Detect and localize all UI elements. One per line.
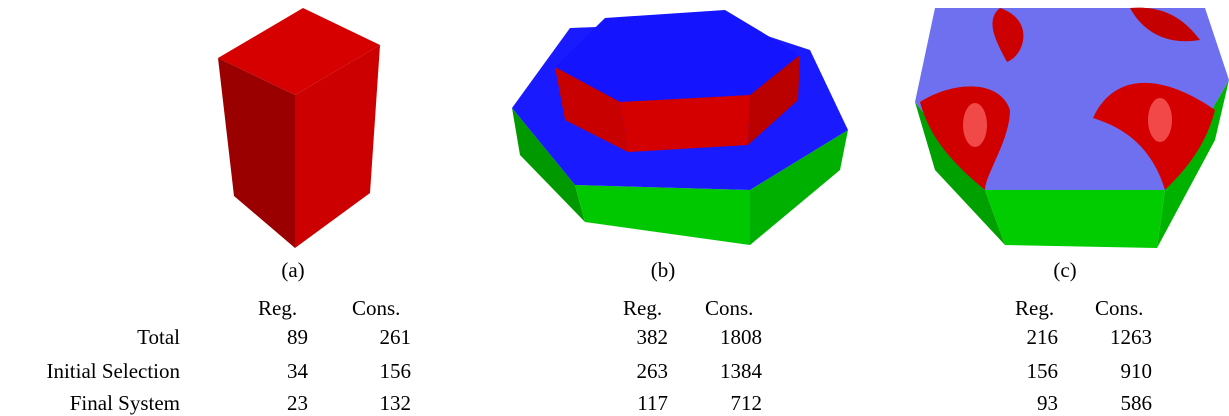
header-cons-a: Cons.: [352, 296, 401, 320]
cube-top-face: [218, 8, 380, 95]
value-a-total-reg: 89: [287, 325, 308, 349]
value-b-initial-cons: 1384: [720, 359, 762, 383]
header-cons-c: Cons.: [1095, 296, 1144, 320]
value-a-final-cons: 132: [379, 391, 412, 415]
value-b-total-cons: 1808: [720, 325, 762, 349]
figure-b-hexagonal-prism: [510, 0, 855, 250]
value-a-total-cons: 261: [379, 325, 412, 349]
value-c-final-reg: 93: [1037, 391, 1058, 415]
header-reg-a: Reg.: [258, 296, 298, 320]
value-b-total-reg: 382: [636, 325, 669, 349]
figure-a-cube: [210, 0, 380, 250]
cutout-top-right: [1130, 7, 1200, 42]
row-label-total: Total: [137, 325, 180, 349]
caption-c: (c): [1053, 258, 1077, 282]
value-c-total-cons: 1263: [1110, 325, 1152, 349]
value-c-final-cons: 586: [1120, 391, 1153, 415]
value-b-final-reg: 117: [637, 391, 668, 415]
header-reg-c: Reg.: [1015, 296, 1055, 320]
value-c-initial-reg: 156: [1026, 359, 1059, 383]
upper-top-face: [555, 10, 800, 102]
header-cons-b: Cons.: [705, 296, 754, 320]
header-reg-b: Reg.: [623, 296, 663, 320]
row-label-initial-selection: Initial Selection: [46, 359, 180, 383]
value-b-final-cons: 712: [730, 391, 763, 415]
cube-right-face: [295, 45, 380, 248]
value-c-initial-cons: 910: [1120, 359, 1153, 383]
value-a-initial-reg: 34: [287, 359, 308, 383]
cutout-bottom-left: [920, 86, 1010, 190]
figure-c-carved-block: [915, 0, 1229, 250]
value-a-final-reg: 23: [287, 391, 308, 415]
value-c-total-reg: 216: [1026, 325, 1059, 349]
caption-b: (b): [650, 258, 676, 282]
cube-left-face: [218, 58, 295, 248]
row-label-final-system: Final System: [69, 391, 180, 415]
value-a-initial-cons: 156: [379, 359, 412, 383]
cutout-top-left: [992, 8, 1024, 62]
value-b-initial-reg: 263: [636, 359, 669, 383]
caption-a: (a): [281, 258, 305, 282]
